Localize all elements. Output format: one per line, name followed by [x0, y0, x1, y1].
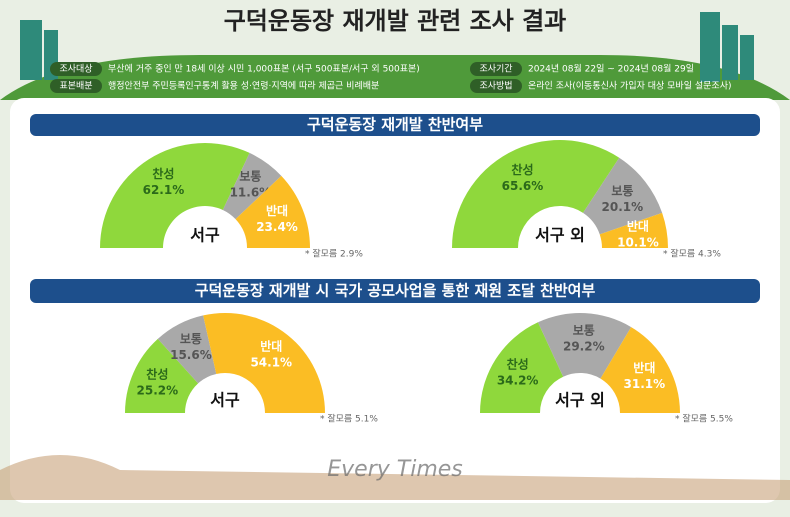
- slice-value-label: 15.6%: [170, 348, 212, 362]
- slice-category: 찬성: [507, 357, 529, 372]
- buildings: [20, 12, 754, 82]
- slice-value-label: 23.4%: [256, 220, 298, 234]
- pie-slice: [480, 322, 564, 413]
- slice-category: 보통: [239, 169, 261, 184]
- slice-value-label: 54.1%: [250, 356, 292, 370]
- slice-category: 찬성: [146, 367, 168, 382]
- info-label-box: [470, 79, 522, 93]
- ground: [0, 455, 790, 500]
- info-text: 행정안전부 주민등록인구통계 활용 성·연령·지역에 따라 제곱근 비례배분: [108, 80, 379, 92]
- slice-category: 반대: [627, 218, 649, 233]
- section-bar: [30, 279, 760, 303]
- chart-title: 서구: [190, 226, 220, 245]
- section-title: 구덕운동장 재개발 찬반여부: [307, 116, 483, 134]
- slice-value-label: 62.1%: [143, 183, 185, 197]
- chart-title: 서구 외: [535, 226, 585, 245]
- pie-slice: [203, 313, 325, 413]
- info-text: 2024년 08월 22일 ~ 2024년 08월 29일: [528, 63, 694, 75]
- slice-category: 반대: [266, 203, 288, 218]
- info-text: 온라인 조사(이동통신사 가입자 대상 모바일 설문조사): [528, 80, 732, 92]
- slice-category: 보통: [573, 323, 595, 338]
- info-label-box: [50, 62, 102, 76]
- slice-value-label: 31.1%: [624, 377, 666, 391]
- slice-value-label: 34.2%: [497, 374, 539, 388]
- slice-value-label: 20.1%: [602, 200, 644, 214]
- pie-slice: [537, 313, 632, 379]
- slice-category: 보통: [180, 331, 202, 346]
- slice-category: 찬성: [511, 162, 533, 177]
- info-label: 표본배분: [59, 81, 92, 92]
- pie-slice: [100, 143, 250, 248]
- pie-slice: [583, 157, 663, 235]
- slice-value-label: 10.1%: [617, 235, 659, 249]
- chart-note: * 잘모름 4.3%: [663, 248, 721, 260]
- title: 구덕운동장 재개발 관련 조사 결과: [224, 7, 567, 35]
- slice-category: 반대: [260, 339, 282, 354]
- slice-category: 반대: [633, 360, 655, 375]
- info-label: 조사방법: [479, 81, 512, 92]
- section-bar: [30, 114, 760, 136]
- info-label: 조사대상: [59, 64, 92, 75]
- info-text: 부산에 거주 중인 만 18세 이상 시민 1,000표본 (서구 500표본/…: [108, 63, 420, 75]
- pie-slice: [222, 152, 282, 220]
- info-label-box: [50, 79, 102, 93]
- chart-note: * 잘모름 5.1%: [320, 413, 378, 425]
- chart-note: * 잘모름 5.5%: [675, 413, 733, 425]
- hill-band: [0, 55, 790, 100]
- slice-value-label: 25.2%: [137, 384, 179, 398]
- slice-category: 보통: [611, 183, 633, 198]
- chart-title: 서구 외: [555, 391, 605, 410]
- pie-slice: [235, 175, 310, 248]
- info-label-box: [470, 62, 522, 76]
- pie-slice: [599, 212, 668, 248]
- slice-category: 찬성: [152, 166, 174, 181]
- slice-value-label: 65.6%: [502, 179, 544, 193]
- pie-slice: [600, 327, 680, 413]
- slice-value-label: 29.2%: [563, 340, 605, 354]
- info-label: 조사기간: [479, 64, 512, 75]
- chart-title: 서구: [210, 391, 240, 410]
- pie-slice: [125, 338, 199, 413]
- pie-slice: [452, 140, 620, 248]
- section-title: 구덕운동장 재개발 시 국가 공모사업을 통한 재원 조달 찬반여부: [195, 282, 596, 300]
- pie-slice: [157, 315, 217, 384]
- watermark: Every Times: [327, 457, 463, 482]
- chart-note: * 잘모름 2.9%: [305, 248, 363, 260]
